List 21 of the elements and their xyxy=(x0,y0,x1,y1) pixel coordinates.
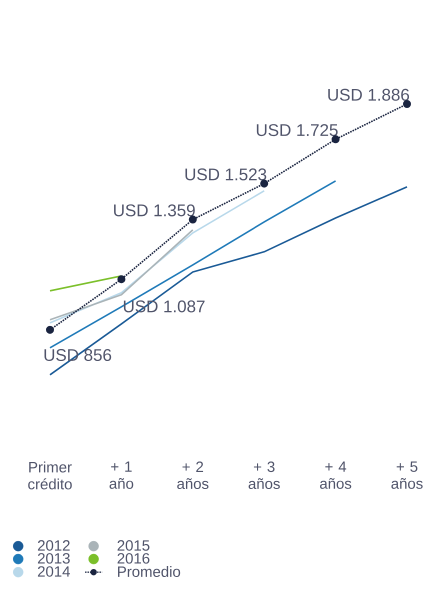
legend-label: 2015 xyxy=(117,540,150,551)
x-tick-label: + 4 años xyxy=(320,462,352,489)
legend-label: 2016 xyxy=(117,553,150,564)
point xyxy=(117,275,126,284)
legend-label: 2013 xyxy=(38,553,70,564)
x-tick-label: + 2 años xyxy=(177,462,208,490)
data-label: USD 856 xyxy=(44,349,111,362)
data-label: USD 1.886 xyxy=(328,88,409,101)
point xyxy=(188,216,197,224)
x-tick-label: Primer crédito xyxy=(28,462,72,490)
data-label: USD 1.725 xyxy=(256,124,338,136)
legend-label: 2012 xyxy=(38,540,70,551)
data-label: USD 1.523 xyxy=(185,168,266,180)
data-label: USD 1.359 xyxy=(114,204,195,216)
point xyxy=(46,326,54,334)
legend-label: Promedio xyxy=(118,566,180,577)
x-tick-label: + 1 año xyxy=(109,462,134,489)
x-tick-label: + 5 años xyxy=(391,462,422,489)
x-tick-label: + 3 años xyxy=(248,462,280,490)
legend-label: 2014 xyxy=(38,566,70,577)
point xyxy=(260,180,268,188)
